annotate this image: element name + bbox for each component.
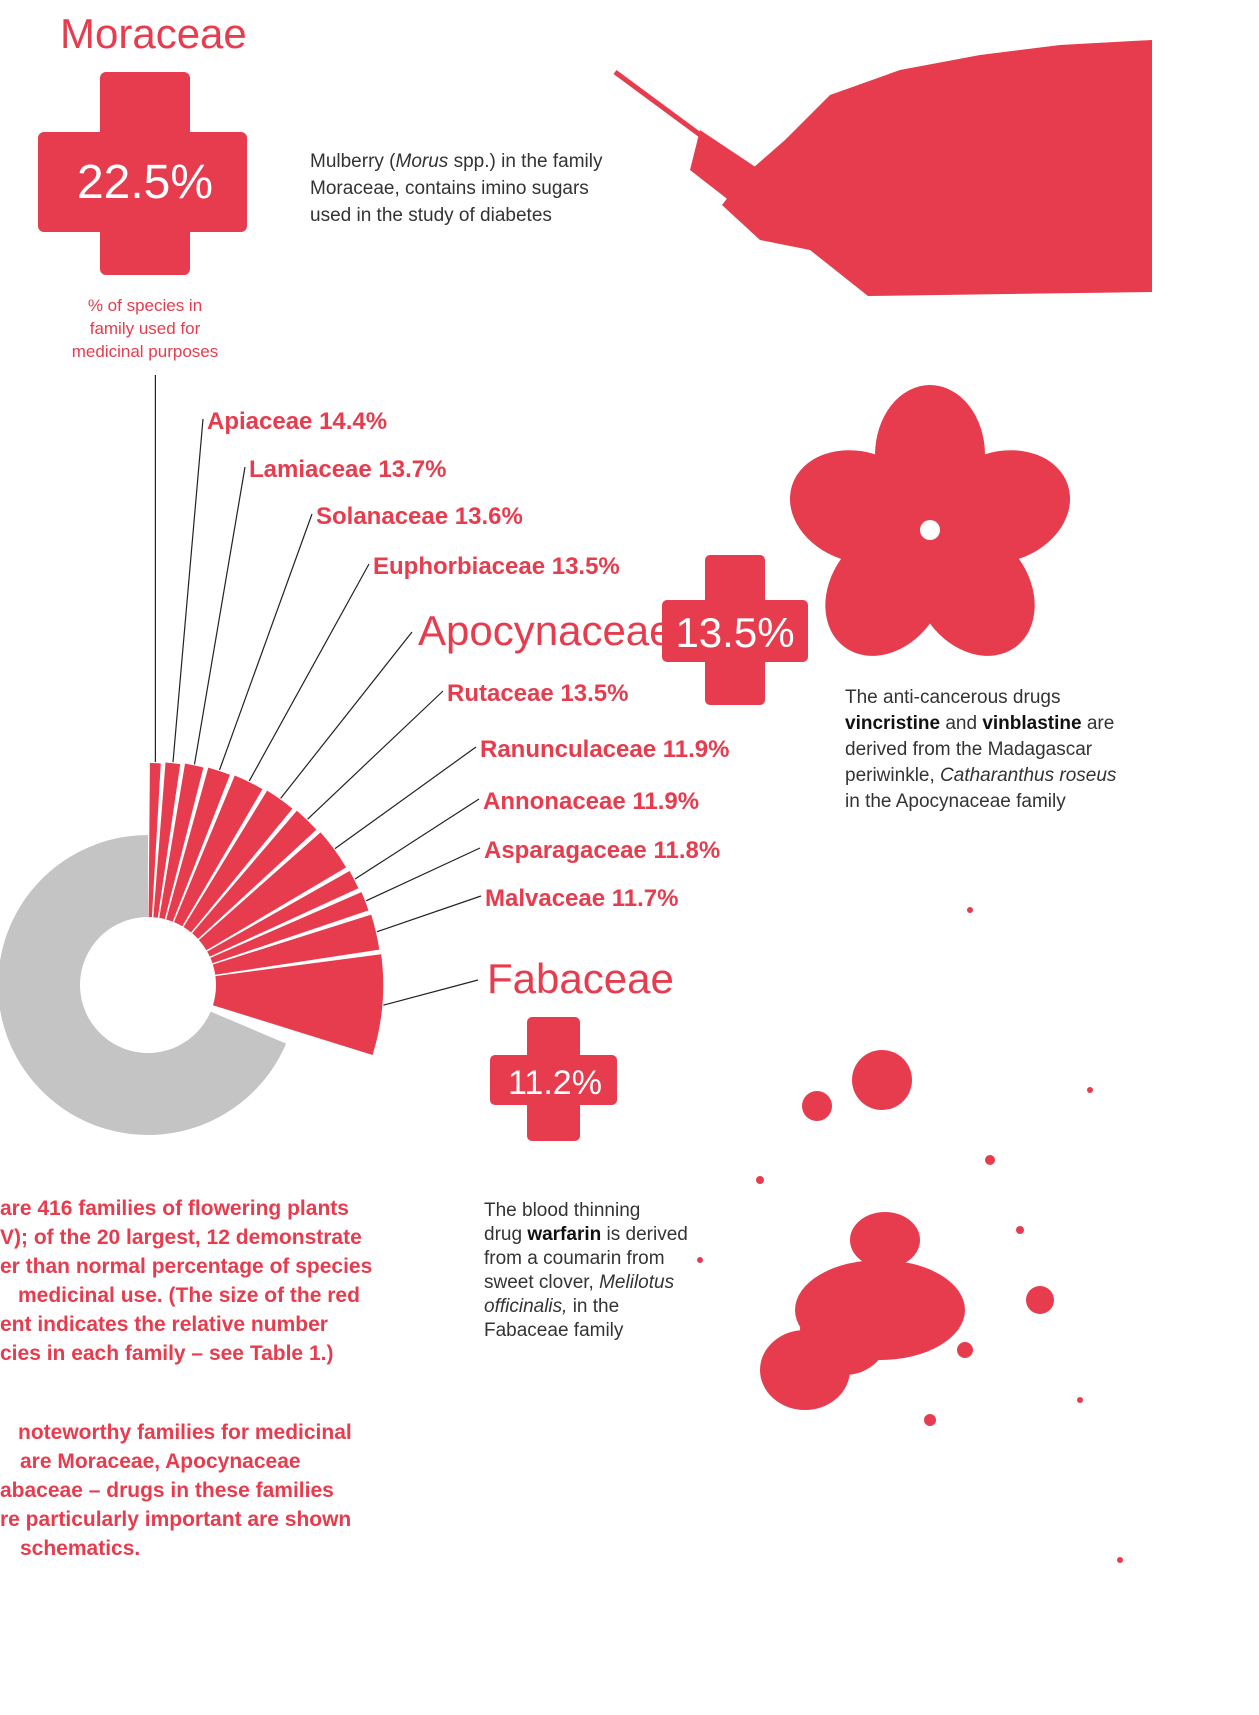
note-run: used in the study of diabetes (310, 205, 552, 226)
note-run: derived from the Madagascar (845, 739, 1093, 760)
family-segment (183, 790, 293, 933)
family-segment (212, 954, 384, 1055)
family-segment (148, 763, 161, 918)
leader-line (172, 418, 204, 763)
note-run: sweet clover, (484, 1272, 599, 1293)
note-run: spp.) in the family (448, 151, 603, 172)
note-line: sweet clover, Melilotus (484, 1272, 675, 1293)
family-label: Lamiaceae 13.7% (249, 456, 446, 483)
summary-line: are Moraceae, Apocynaceae (20, 1450, 301, 1473)
note-run: are (1082, 713, 1115, 734)
family-segment (207, 870, 359, 957)
note-line: drug warfarin is derived (484, 1224, 688, 1245)
leader-line (248, 563, 370, 782)
cross-moraceae (38, 72, 247, 275)
leader-line (383, 979, 479, 1006)
note-run: warfarin (526, 1224, 601, 1245)
family-label: Solanaceae 13.6% (316, 503, 523, 530)
note-line: Moraceae, contains imino sugars (310, 178, 589, 199)
summary-line: re particularly important are shown (0, 1508, 351, 1531)
note-run: from a coumarin from (484, 1248, 665, 1269)
cross-apocynaceae (662, 555, 808, 705)
percent-fabaceae: 11.2% (508, 1064, 602, 1102)
note-run: vinblastine (982, 713, 1081, 734)
summary-line: medicinal use. (The size of the red (18, 1284, 360, 1307)
summary-line: er than normal percentage of species (0, 1255, 372, 1278)
hand-illustration (613, 40, 1152, 296)
note-line: Mulberry (Morus spp.) in the family (310, 151, 603, 172)
summary-line: ent indicates the relative number (0, 1313, 328, 1336)
note-line: vincristine and vinblastine are (845, 713, 1114, 734)
note-run: Catharanthus roseus (940, 765, 1117, 786)
family-segment (212, 914, 380, 975)
note-line: The anti-cancerous drugs (845, 687, 1060, 708)
family-label: Asparagaceae 11.8% (484, 837, 720, 864)
leader-line (376, 895, 482, 933)
caption-line: family used for (90, 319, 201, 338)
note-run: periwinkle, (845, 765, 940, 786)
summary-line: V); of the 20 largest, 12 demonstrate (0, 1226, 362, 1249)
family-segment (210, 892, 369, 964)
family-segment (174, 775, 263, 927)
note-run: and (940, 713, 982, 734)
family-label: Annonaceae 11.9% (483, 788, 699, 815)
leader-line (280, 631, 413, 799)
family-label: Euphorbiaceae 13.5% (373, 553, 620, 580)
note-run: is derived (601, 1224, 688, 1245)
note-line: periwinkle, Catharanthus roseus (845, 765, 1117, 786)
note-run: drug (484, 1224, 527, 1245)
note-line: used in the study of diabetes (310, 205, 552, 226)
title-fabaceae: Fabaceae (487, 955, 674, 1002)
note-line: from a coumarin from (484, 1248, 665, 1269)
summary-line: schematics. (20, 1537, 140, 1560)
family-label: Ranunculaceae 11.9% (480, 736, 729, 763)
note-run: in the Apocynaceae family (845, 791, 1066, 812)
flower-illustration (789, 385, 1071, 656)
note-line: Fabaceae family (484, 1320, 624, 1341)
leader-line (334, 746, 477, 850)
leader-line (365, 847, 481, 902)
note-run: vincristine (845, 713, 940, 734)
note-line: in the Apocynaceae family (845, 791, 1066, 812)
family-segment (159, 763, 204, 920)
family-segment (198, 832, 347, 951)
family-segment (192, 810, 317, 939)
leader-line (354, 798, 480, 880)
leader-line (307, 690, 444, 820)
summary-line: abaceae – drugs in these families (0, 1479, 334, 1502)
family-label: Rutaceae 13.5% (447, 680, 628, 707)
note-line: The blood thinning (484, 1200, 640, 1221)
cross-fabaceae (490, 1017, 617, 1141)
ring-remainder (0, 835, 287, 1135)
summary-line: are 416 families of flowering plants (0, 1197, 349, 1220)
note-run: Morus (396, 151, 449, 172)
summary-line: cies in each family – see Table 1.) (0, 1342, 333, 1365)
blood-splatter (697, 907, 1123, 1563)
family-segment (153, 762, 181, 918)
summary-line: noteworthy families for medicinal (18, 1421, 352, 1444)
family-label: Malvaceae 11.7% (485, 885, 679, 912)
caption-line: % of species in (88, 296, 202, 315)
percent-apocynaceae: 13.5% (675, 609, 794, 656)
note-run: Moraceae, contains imino sugars (310, 178, 589, 199)
family-segment (166, 767, 230, 922)
note-run: Mulberry ( (310, 151, 396, 172)
caption-line: medicinal purposes (72, 342, 218, 361)
title-moraceae: Moraceae (60, 10, 247, 57)
percent-moraceae: 22.5% (77, 156, 213, 209)
leader-line (193, 466, 246, 765)
note-run: Fabaceae family (484, 1320, 624, 1341)
note-run: Melilotus (599, 1272, 674, 1293)
note-run: in the (567, 1296, 619, 1317)
note-run: The blood thinning (484, 1200, 640, 1221)
title-apocynaceae: Apocynaceae (418, 607, 673, 654)
note-run: The anti-cancerous drugs (845, 687, 1060, 708)
family-label: Apiaceae 14.4% (207, 408, 387, 435)
note-line: officinalis, in the (484, 1296, 619, 1317)
leader-line (218, 513, 313, 771)
note-run: officinalis, (484, 1296, 567, 1317)
generated: Apiaceae 14.4% Lamiaceae 13.7% Solanaceae … (0, 151, 1117, 1560)
note-line: derived from the Madagascar (845, 739, 1093, 760)
